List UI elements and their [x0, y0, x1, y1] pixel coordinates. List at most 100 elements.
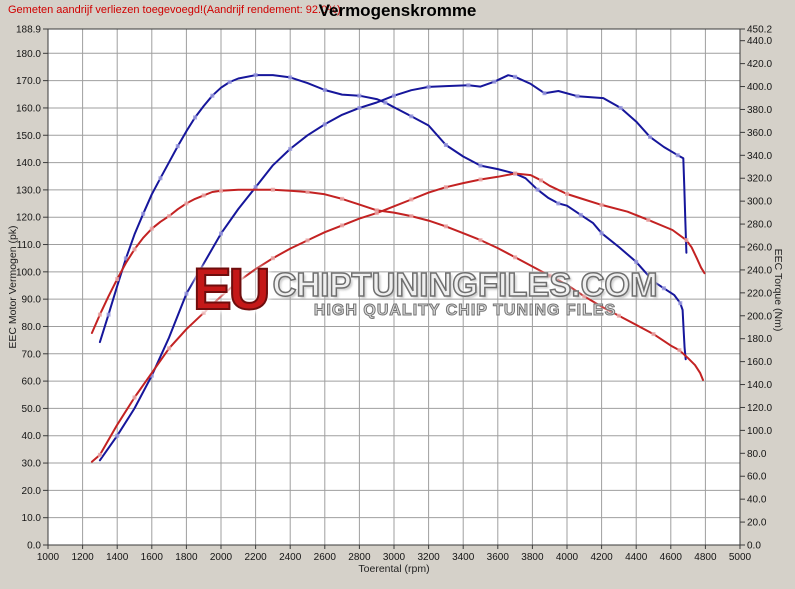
marker-original-torque: [167, 214, 172, 219]
marker-tuned-torque: [678, 301, 683, 306]
marker-original-power: [565, 191, 569, 196]
marker-original-torque: [115, 277, 120, 282]
right-tick-label: 20.0: [747, 518, 767, 529]
marker-original-torque: [305, 189, 310, 194]
marker-original-power: [513, 171, 518, 176]
x-tick-label: 2200: [244, 552, 267, 563]
marker-tuned-torque: [409, 114, 414, 119]
marker-tuned-torque: [123, 256, 128, 261]
x-tick-label: 3800: [521, 552, 544, 563]
left-tick-label: 20.0: [22, 486, 42, 497]
right-tick-label: 200.0: [747, 311, 772, 322]
right-tick-label: 340.0: [747, 151, 772, 162]
marker-original-power: [478, 177, 483, 182]
left-tick-label: 120.0: [16, 213, 41, 224]
left-tick-label: 40.0: [22, 431, 42, 442]
marker-original-power: [374, 211, 379, 216]
x-tick-label: 4400: [625, 552, 648, 563]
right-tick-label: 440.0: [747, 36, 772, 47]
left-tick-label: 180.0: [16, 49, 41, 60]
marker-tuned-torque: [210, 93, 215, 98]
marker-original-torque: [132, 247, 137, 252]
marker-tuned-power: [466, 83, 471, 88]
left-tick-label: 140.0: [16, 158, 41, 169]
right-tick-label: 140.0: [747, 380, 772, 391]
right-tick-label: 240.0: [747, 265, 772, 276]
marker-original-power: [132, 395, 137, 400]
left-tick-label: 90.0: [22, 295, 42, 306]
marker-original-torque: [651, 332, 656, 337]
right-tick-label: 40.0: [747, 495, 767, 506]
x-tick-label: 1200: [71, 552, 94, 563]
marker-tuned-torque: [253, 73, 258, 78]
left-tick-label: 100.0: [16, 267, 41, 278]
left-tick-label: 0.0: [27, 541, 41, 552]
left-axis-title: EEC Motor Vermogen (pk): [7, 225, 19, 349]
right-tick-label: 260.0: [747, 242, 772, 253]
marker-tuned-power: [675, 153, 680, 158]
right-tick-label: 160.0: [747, 357, 772, 368]
marker-tuned-torque: [357, 93, 362, 98]
right-tick-label: 320.0: [747, 174, 772, 185]
x-tick-label: 4600: [660, 552, 683, 563]
marker-tuned-power: [115, 433, 120, 438]
marker-tuned-power: [426, 84, 431, 89]
x-tick-label: 5000: [729, 552, 752, 563]
marker-tuned-power: [184, 291, 189, 296]
marker-original-torque: [582, 294, 587, 299]
x-tick-label: 4200: [590, 552, 613, 563]
x-tick-label: 1800: [175, 552, 198, 563]
marker-original-power: [340, 223, 345, 228]
curve-original-power: [90, 172, 706, 463]
marker-original-power: [201, 310, 206, 315]
marker-tuned-power: [542, 91, 547, 96]
right-tick-label: 360.0: [747, 128, 772, 139]
marker-tuned-power: [149, 373, 154, 378]
right-tick-label: 100.0: [747, 426, 772, 437]
right-tick-label: 400.0: [747, 82, 772, 93]
marker-tuned-torque: [599, 231, 604, 236]
marker-tuned-torque: [227, 79, 232, 84]
marker-original-torque: [616, 313, 621, 318]
marker-tuned-power: [513, 74, 518, 79]
marker-original-power: [305, 238, 310, 243]
right-tick-label: 220.0: [747, 288, 772, 299]
marker-original-torque: [270, 187, 275, 192]
marker-tuned-torque: [158, 176, 163, 181]
drive-loss-note: Gemeten aandrijf verliezen toegevoegd!(A…: [8, 4, 341, 16]
left-tick-label: 110.0: [17, 240, 42, 251]
marker-original-torque: [547, 273, 552, 278]
right-tick-label: 280.0: [747, 220, 772, 231]
left-tick-label: 30.0: [22, 459, 42, 470]
marker-tuned-torque: [106, 312, 111, 317]
marker-tuned-power: [253, 185, 258, 190]
marker-original-power: [646, 217, 651, 222]
marker-tuned-torque: [288, 75, 293, 80]
marker-tuned-power: [575, 94, 580, 99]
marker-tuned-torque: [556, 201, 561, 206]
x-tick-label: 3200: [417, 552, 440, 563]
marker-original-torque: [409, 214, 414, 219]
marker-tuned-power: [288, 146, 293, 151]
marker-original-power: [236, 279, 241, 284]
marker-tuned-torque: [578, 212, 583, 217]
marker-tuned-torque: [634, 259, 639, 264]
right-tick-label: 420.0: [747, 59, 772, 70]
right-tick-label: 120.0: [747, 403, 772, 414]
curve-tuned-torque: [98, 74, 687, 361]
right-tick-label: 0.0: [747, 541, 761, 552]
x-axis-title: Toerental (rpm): [358, 563, 430, 575]
marker-original-torque: [340, 196, 345, 201]
marker-tuned-power: [322, 122, 327, 127]
marker-tuned-torque: [141, 211, 146, 216]
marker-tuned-power: [648, 134, 653, 139]
marker-original-power: [409, 197, 414, 202]
marker-tuned-torque: [383, 100, 388, 105]
marker-original-power: [539, 178, 544, 183]
right-tick-label: 180.0: [747, 334, 772, 345]
marker-original-power: [167, 346, 172, 351]
marker-original-torque: [201, 193, 206, 198]
x-tick-label: 3400: [452, 552, 475, 563]
marker-original-torque: [478, 238, 483, 243]
marker-tuned-power: [219, 231, 223, 236]
